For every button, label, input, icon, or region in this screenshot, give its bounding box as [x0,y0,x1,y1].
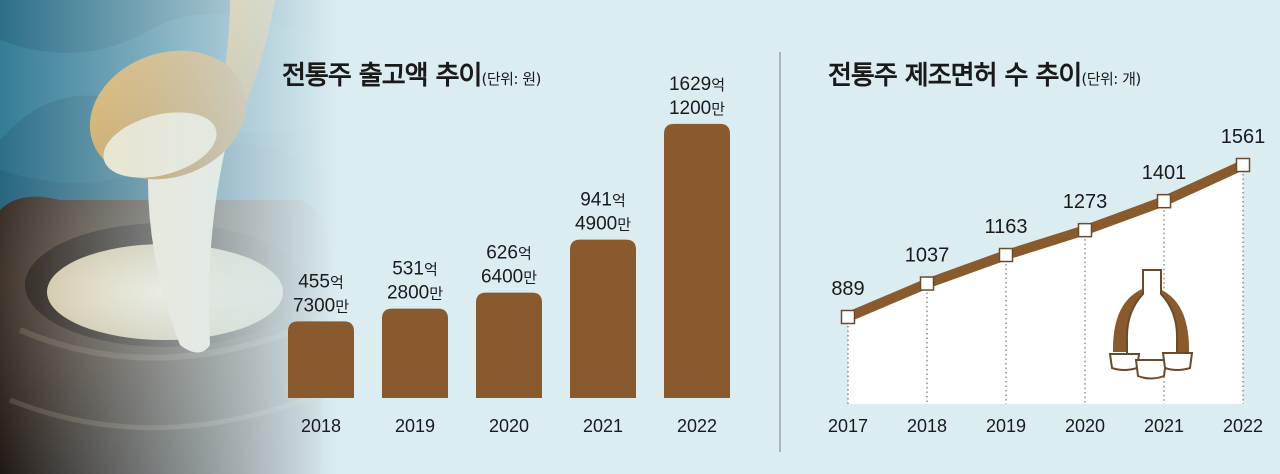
bar-value-label: 2800만 [387,283,443,304]
bar-value-label: 1200만 [669,98,725,119]
x-tick-label: 2021 [583,416,623,436]
x-tick-label: 2020 [1065,416,1105,436]
bar-value-label: 531억 [392,259,438,280]
data-point-2020 [1077,222,1093,238]
x-tick-label: 2022 [1223,416,1263,436]
data-point-2017 [840,309,856,325]
soju-bottle-icon [1108,269,1194,380]
series-line [846,160,1246,322]
makgeolli-photo [0,0,340,474]
bar-value-label: 6400만 [481,267,537,288]
bar-value-label: 7300만 [293,295,349,316]
point-value-label: 1163 [984,216,1027,238]
point-value-label: 1401 [1142,162,1187,184]
bar-value-label: 1629억 [669,74,725,95]
bar-2019 [382,308,448,398]
bar-2021 [570,239,636,398]
chart-title-right: 전통주 제조면허 수 추이(단위: 개) [828,55,1141,92]
chart-title-right-text: 전통주 제조면허 수 추이 [828,61,1082,91]
data-point-2019 [998,247,1014,263]
bar-2020 [476,292,542,398]
data-point-2022 [1235,157,1251,173]
bar-2022 [664,123,730,399]
bar-value-label: 941억 [580,190,626,211]
chart-unit-right: (단위: 개) [1081,70,1141,88]
bar-2018 [288,321,354,398]
chart-divider [779,52,781,452]
x-tick-label: 2021 [1144,416,1184,436]
x-tick-label: 2019 [986,416,1026,436]
chart-title-left: 전통주 출고액 추이(단위: 원) [282,55,541,92]
data-point-2018 [919,276,935,291]
data-point-2021 [1156,193,1172,209]
point-value-label: 889 [831,278,864,300]
bar-value-label: 455억 [298,271,344,292]
bar-value-label: 626억 [486,243,532,264]
bar-value-label: 4900만 [575,214,631,235]
x-tick-label: 2020 [489,416,529,436]
chart-unit-left: (단위: 원) [481,70,541,88]
x-tick-label: 2017 [828,416,868,436]
x-tick-label: 2022 [677,416,717,436]
x-tick-label: 2018 [907,416,947,436]
bar-chart: 455억 7300만 2018 531억 2800만 2019 626억 6400만 2020 9… [288,74,730,436]
chart-title-left-text: 전통주 출고액 추이 [282,61,482,91]
point-value-label: 1273 [1063,191,1108,213]
x-tick-label: 2019 [395,416,435,436]
point-value-label: 1037 [905,245,950,267]
x-tick-label: 2018 [301,416,341,436]
point-value-label: 1561 [1221,126,1266,148]
